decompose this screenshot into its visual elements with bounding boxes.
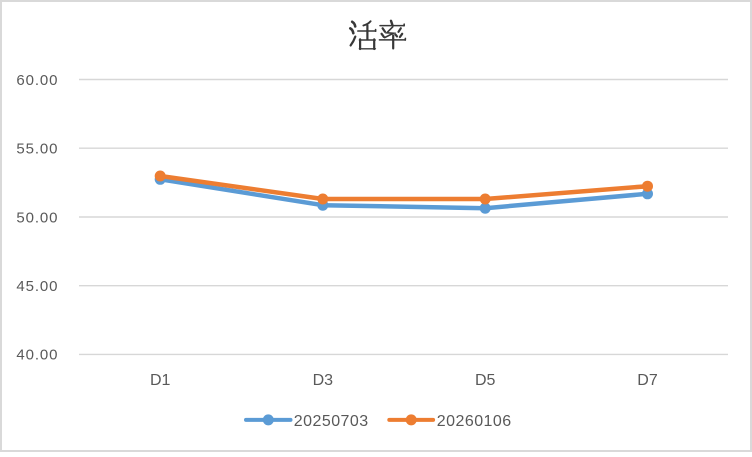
svg-text:D5: D5: [475, 372, 496, 389]
svg-text:55.00: 55.00: [16, 141, 58, 158]
svg-text:45.00: 45.00: [16, 278, 58, 295]
svg-text:50.00: 50.00: [16, 209, 58, 226]
svg-text:D7: D7: [637, 372, 658, 389]
svg-text:40.00: 40.00: [16, 347, 58, 364]
svg-text:D1: D1: [150, 372, 171, 389]
svg-text:20250703: 20250703: [294, 413, 369, 430]
svg-text:60.00: 60.00: [16, 72, 58, 89]
svg-text:20260106: 20260106: [437, 413, 512, 430]
svg-text:D3: D3: [313, 372, 334, 389]
